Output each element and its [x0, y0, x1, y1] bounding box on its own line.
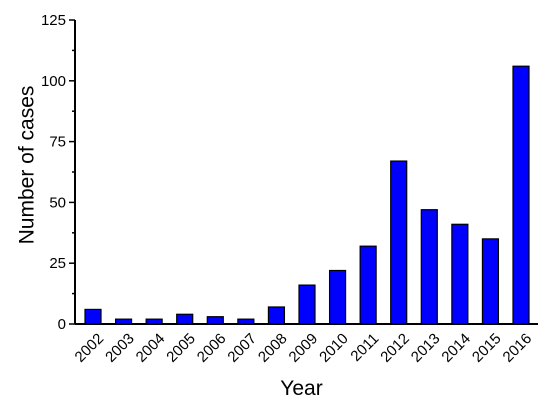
bar-2010 — [328, 269, 347, 325]
y-tick-label: 25 — [49, 255, 66, 272]
x-tick-label: 2002 — [72, 330, 108, 366]
bar-2006 — [206, 316, 224, 325]
y-tick-label: 75 — [49, 134, 66, 151]
bars — [84, 65, 530, 325]
y-axis-title: Number of cases — [16, 86, 39, 245]
x-axis-tick-labels: 2002200320042005200620072008200920102011… — [72, 330, 536, 366]
x-tick-label: 2004 — [133, 330, 169, 366]
x-tick-label: 2015 — [469, 330, 505, 366]
bar-2002 — [84, 308, 102, 325]
x-tick-label: 2011 — [347, 330, 382, 365]
bar-2009 — [298, 284, 316, 325]
x-tick-label: 2014 — [438, 330, 474, 366]
x-tick-label: 2012 — [377, 330, 413, 366]
x-axis-title: Year — [280, 377, 322, 400]
x-tick-label: 2005 — [163, 330, 199, 366]
x-tick-label: 2009 — [286, 330, 322, 366]
x-tick-label: 2013 — [408, 330, 444, 366]
bar-2012 — [390, 160, 408, 325]
y-tick-label: 100 — [41, 73, 66, 90]
bar-2014 — [451, 223, 469, 325]
y-tick-label: 0 — [58, 316, 66, 333]
x-tick-label: 2003 — [102, 330, 138, 366]
bar-2005 — [176, 313, 194, 325]
x-tick-label: 2007 — [224, 330, 260, 366]
bar-2011 — [359, 245, 377, 325]
y-tick-label: 50 — [49, 194, 66, 211]
x-tick-label: 2016 — [500, 330, 536, 366]
bar-2016 — [512, 65, 530, 325]
bar-2013 — [420, 209, 438, 325]
y-tick-label: 125 — [41, 12, 66, 29]
x-tick-label: 2010 — [316, 330, 352, 366]
x-tick-label: 2006 — [194, 330, 230, 366]
x-tick-label: 2008 — [255, 330, 291, 366]
bar-2008 — [267, 306, 286, 325]
y-axis-tick-labels: 0 25 50 75 100 125 — [41, 12, 66, 333]
bar-2015 — [481, 238, 500, 325]
